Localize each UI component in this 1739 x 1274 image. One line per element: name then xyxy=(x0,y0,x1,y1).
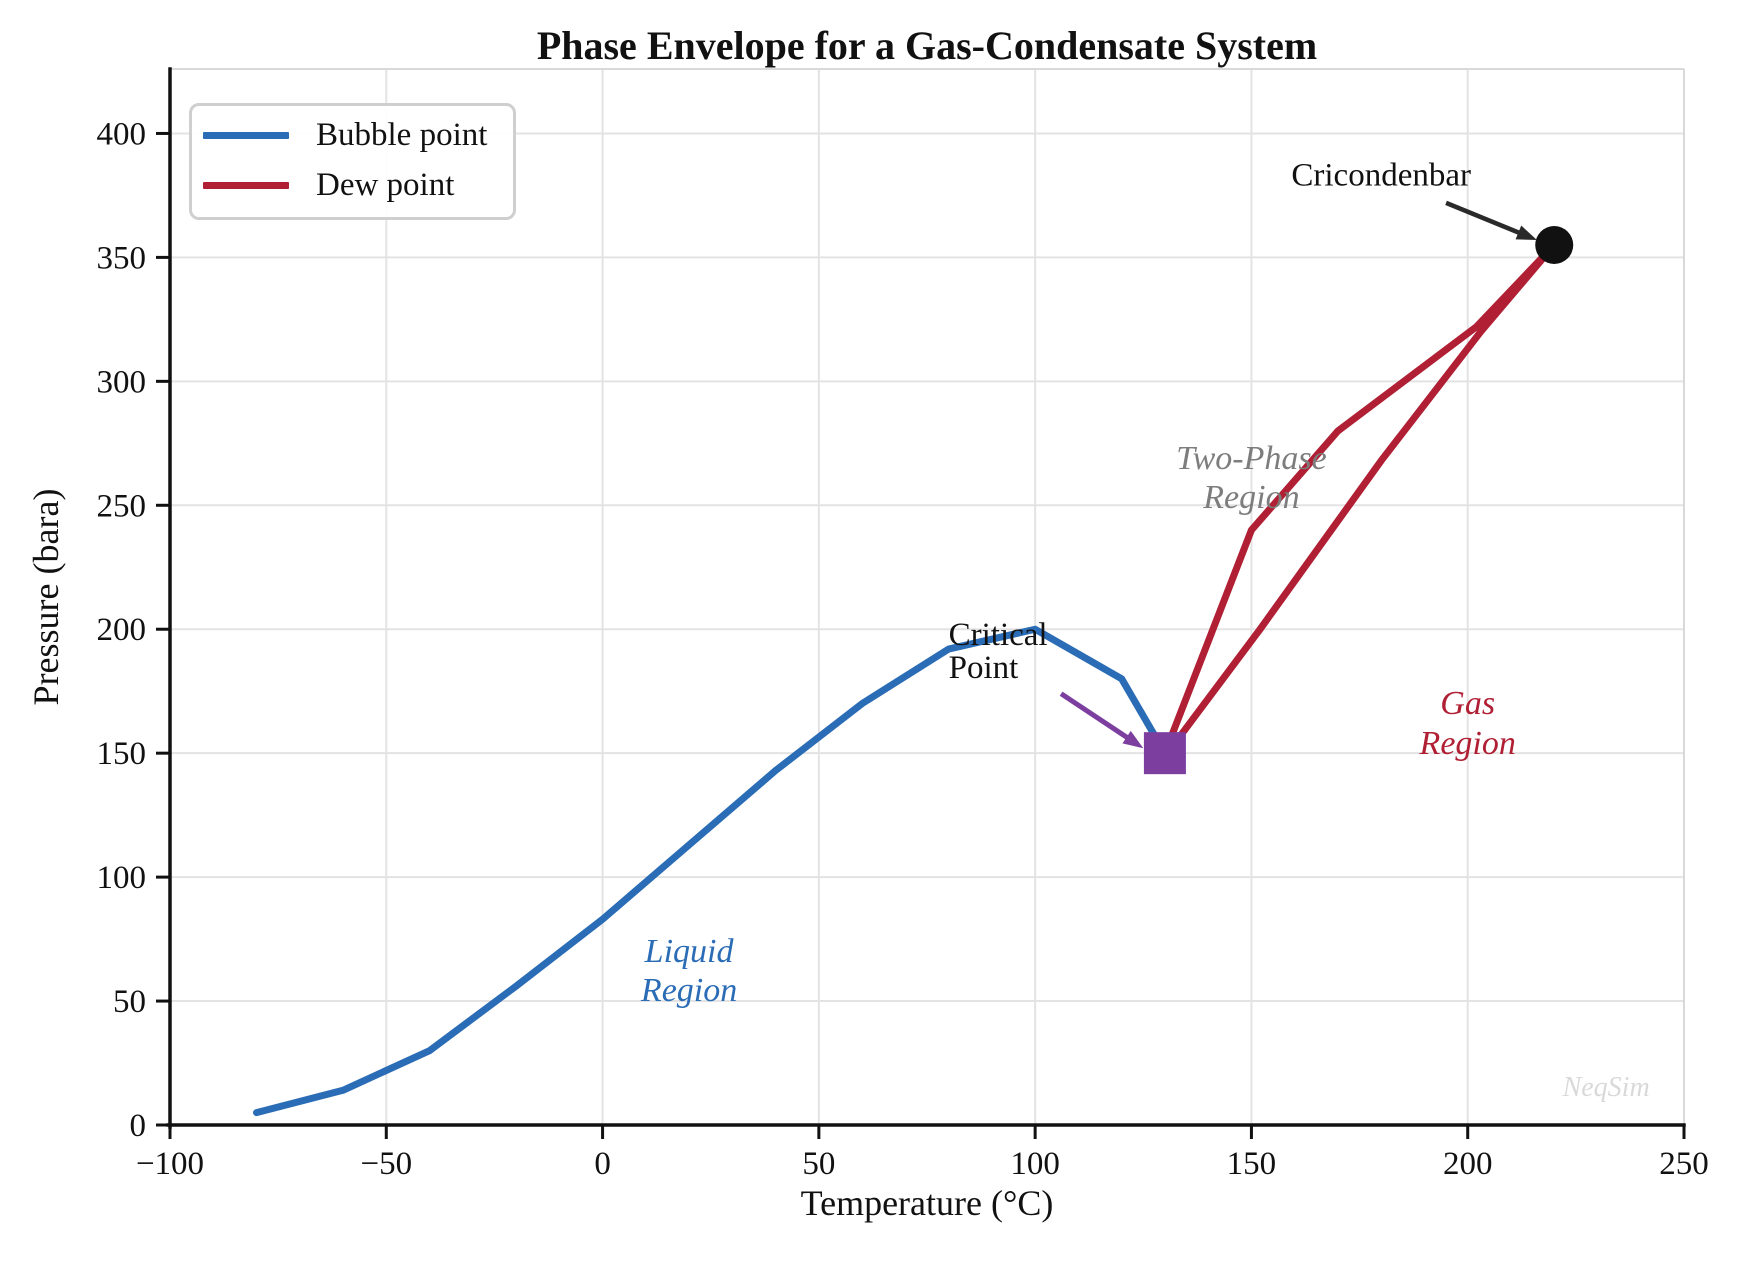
cricondenbar-label-line: Cricondenbar xyxy=(1291,157,1471,194)
annotation-arrow-line xyxy=(1059,691,1132,742)
gas-region-label: Gas Region xyxy=(1420,684,1516,762)
x-tick-label: 200 xyxy=(1443,1146,1493,1182)
y-tick-label: 250 xyxy=(97,488,147,524)
gas-region-label-line: Gas xyxy=(1440,685,1496,723)
critical-point-marker xyxy=(1143,732,1186,775)
annotation-arrow-head xyxy=(1515,225,1537,241)
x-tick-label: 150 xyxy=(1227,1146,1277,1182)
x-tick-label: 0 xyxy=(594,1146,611,1182)
annotation-arrow-head xyxy=(1122,730,1144,749)
liquid-region-label-line: Region xyxy=(640,972,738,1010)
two-phase-region-label-line: Two-Phase xyxy=(1176,439,1327,477)
x-tick-label: −100 xyxy=(136,1146,204,1182)
liquid-region-label-line: Liquid xyxy=(644,933,734,971)
gas-region-label-line: Region xyxy=(1419,724,1516,762)
watermark: NeqSim xyxy=(1562,1071,1650,1103)
bubble-point-swatch xyxy=(203,132,289,139)
y-tick-label: 200 xyxy=(97,612,147,648)
y-tick-label: 350 xyxy=(97,240,147,276)
liquid-region-label: Liquid Region xyxy=(641,932,737,1010)
critical-point-label-line: Critical xyxy=(948,617,1048,654)
legend-item-dew-point: Dew point xyxy=(203,169,487,202)
legend-label-bubble-point: Bubble point xyxy=(316,117,488,153)
legend-label-dew-point: Dew point xyxy=(316,167,455,203)
legend: Bubble point Dew point xyxy=(189,103,517,220)
two-phase-region-label-line: Region xyxy=(1203,479,1300,516)
y-tick-label: 150 xyxy=(97,736,147,772)
critical-point-label: Critical Point xyxy=(949,619,1048,685)
legend-item-bubble-point: Bubble point xyxy=(203,119,487,152)
y-tick-label: 50 xyxy=(113,984,146,1020)
x-axis-label: Temperature (°C) xyxy=(800,1183,1054,1223)
cricondenbar-label: Cricondenbar xyxy=(1291,159,1471,192)
x-tick-label: 250 xyxy=(1659,1146,1709,1182)
critical-point-label-line: Point xyxy=(948,650,1019,687)
dew-point-curve-lower xyxy=(1165,241,1558,755)
two-phase-region-label: Two-Phase Region xyxy=(1176,439,1326,517)
annotation-arrow-line xyxy=(1445,200,1523,237)
y-tick-label: 0 xyxy=(130,1108,147,1144)
y-tick-label: 300 xyxy=(97,364,147,400)
x-tick-label: −50 xyxy=(360,1146,412,1182)
x-tick-label: 50 xyxy=(802,1146,835,1182)
cricondenbar-marker xyxy=(1535,226,1574,264)
bubble-point-curve xyxy=(253,625,1169,1117)
y-axis-label: Pressure (bara) xyxy=(26,488,66,706)
chart-title: Phase Envelope for a Gas-Condensate Syst… xyxy=(536,23,1318,68)
x-tick-label: 100 xyxy=(1010,1146,1060,1182)
dew-point-swatch xyxy=(203,182,289,189)
dew-point-curve-upper xyxy=(1161,241,1558,757)
y-tick-label: 100 xyxy=(97,860,147,896)
y-tick-label: 400 xyxy=(97,116,147,152)
